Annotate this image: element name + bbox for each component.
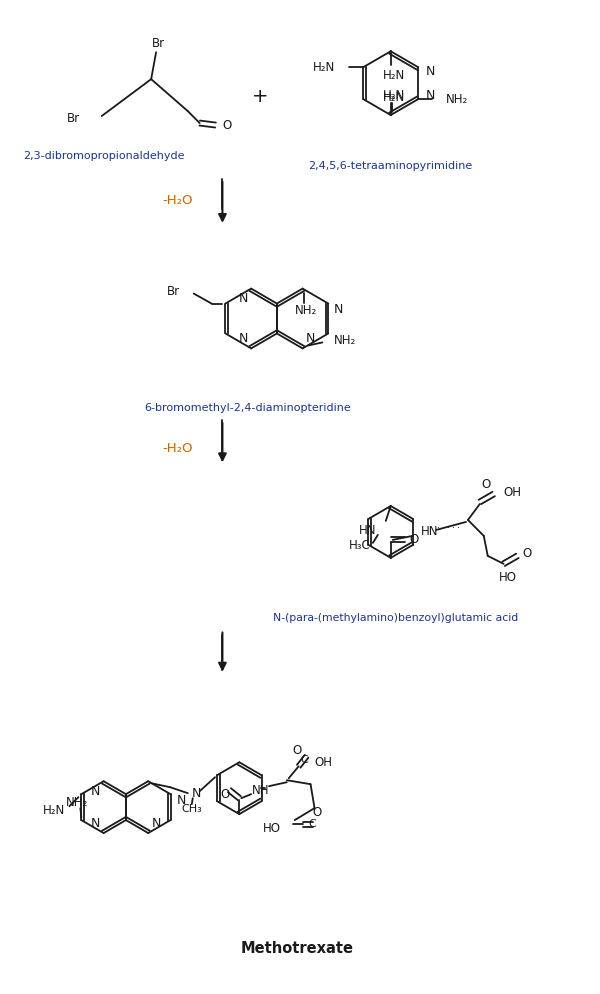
Text: N: N (426, 65, 436, 78)
Text: NH₂: NH₂ (295, 304, 317, 317)
Text: HO: HO (263, 822, 281, 835)
Text: C: C (301, 755, 308, 765)
Text: -H₂O: -H₂O (163, 441, 193, 454)
Text: O: O (312, 805, 321, 819)
Text: HN: HN (359, 525, 377, 538)
Text: O: O (410, 534, 419, 547)
Text: 2,3-dibromopropionaldehyde: 2,3-dibromopropionaldehyde (23, 151, 184, 161)
Text: H₂N: H₂N (383, 69, 405, 82)
Text: N: N (176, 793, 186, 807)
Text: H₂N: H₂N (383, 90, 405, 103)
Text: 2,4,5,6-tetraaminopyrimidine: 2,4,5,6-tetraaminopyrimidine (308, 161, 473, 171)
Text: ·: · (442, 523, 445, 533)
Text: NH₂: NH₂ (66, 795, 89, 809)
Text: O: O (481, 477, 490, 490)
Text: H₂N: H₂N (43, 803, 65, 817)
Text: N: N (152, 817, 161, 830)
Text: ·: · (437, 523, 440, 533)
Text: Methotrexate: Methotrexate (240, 941, 353, 956)
Text: ·: · (457, 523, 460, 533)
Text: Br: Br (167, 285, 180, 298)
Text: -H₂O: -H₂O (163, 195, 193, 208)
Text: H₂N: H₂N (383, 88, 405, 101)
Text: O: O (223, 118, 232, 131)
Text: Br: Br (152, 37, 164, 50)
Text: HN: HN (421, 526, 438, 539)
Text: N: N (333, 303, 343, 316)
Text: NH₂: NH₂ (446, 92, 468, 105)
Text: N: N (239, 332, 248, 345)
Text: N: N (305, 332, 315, 345)
Text: CH₃: CH₃ (181, 804, 202, 814)
Text: N-(para-(methylamino)benzoyl)glutamic acid: N-(para-(methylamino)benzoyl)glutamic ac… (273, 612, 518, 622)
Text: N: N (239, 292, 248, 305)
Text: H₂N: H₂N (313, 61, 335, 74)
Text: OH: OH (314, 755, 332, 768)
Text: NH₂: NH₂ (334, 334, 356, 347)
Text: O: O (523, 548, 532, 561)
Text: O: O (292, 744, 301, 756)
Text: +: + (252, 86, 268, 105)
Text: Br: Br (67, 111, 80, 124)
Text: N: N (192, 786, 201, 799)
Text: O: O (221, 787, 230, 801)
Text: NH: NH (253, 783, 270, 796)
Text: OH: OH (503, 485, 521, 499)
Text: HO: HO (499, 572, 517, 584)
Text: ·: · (452, 523, 455, 533)
Text: 6-bromomethyl-2,4-diaminopteridine: 6-bromomethyl-2,4-diaminopteridine (144, 404, 350, 414)
Text: N: N (90, 817, 100, 830)
Text: N: N (426, 88, 436, 101)
Text: C: C (308, 819, 316, 829)
Text: H₃C: H₃C (349, 540, 371, 553)
Text: ·: · (446, 523, 449, 533)
Text: N: N (90, 784, 100, 797)
